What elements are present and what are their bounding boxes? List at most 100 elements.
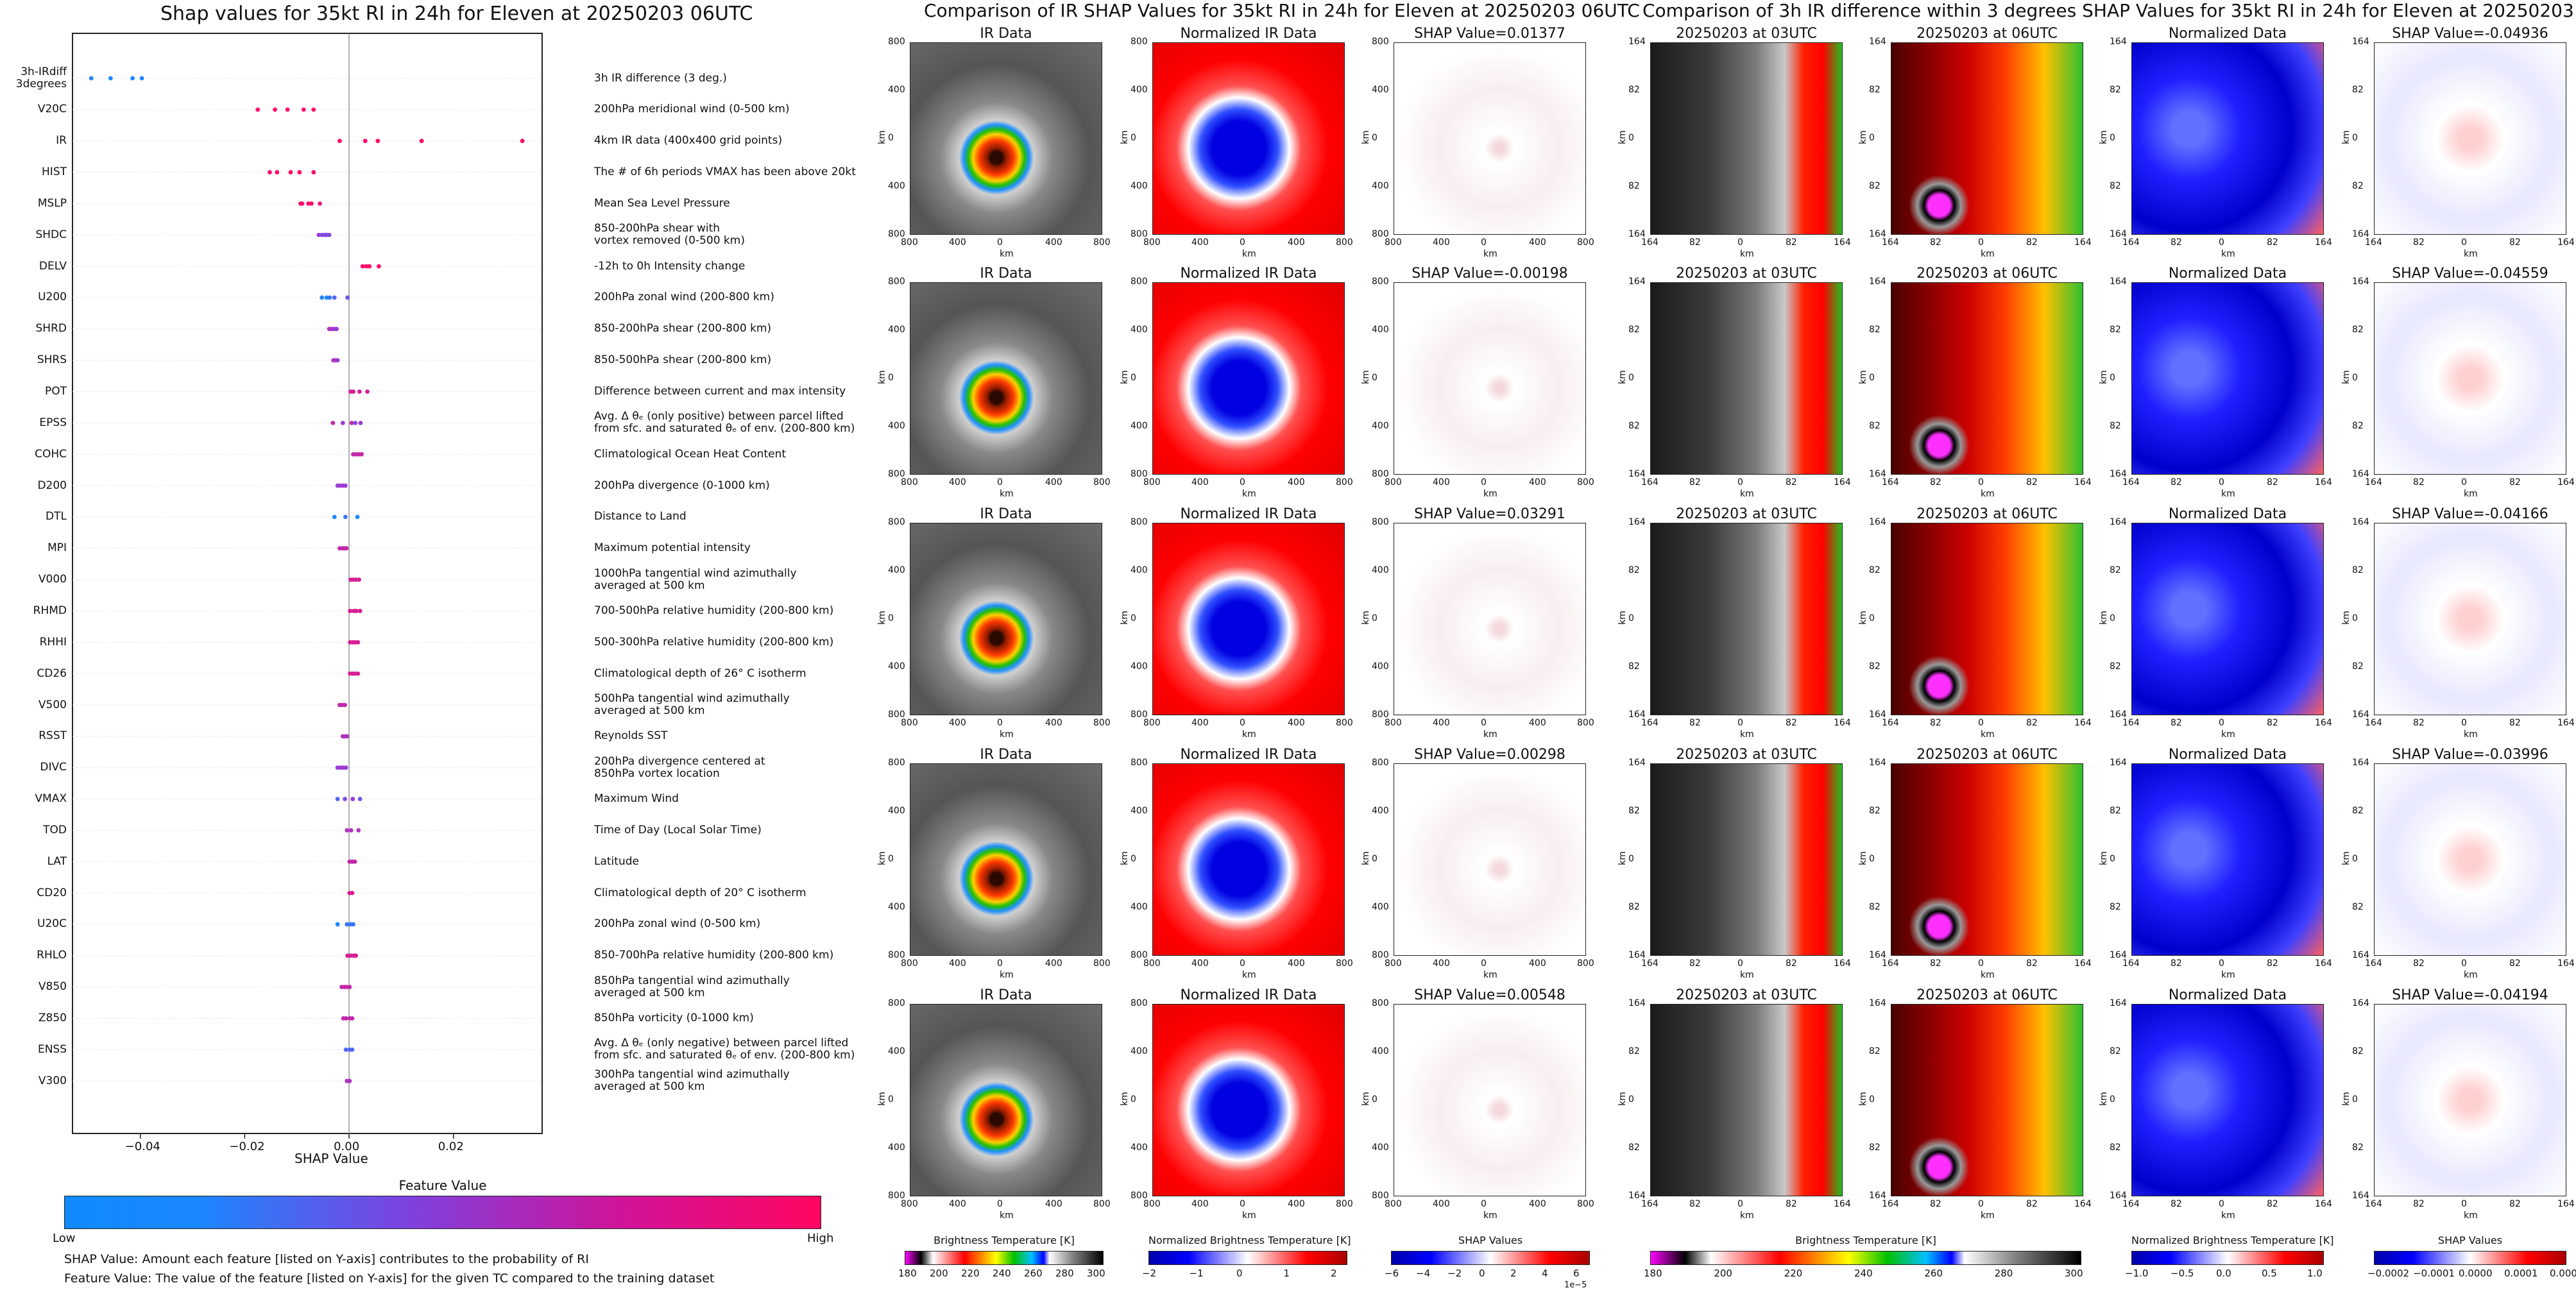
diff-normalized-panel (2131, 282, 2324, 475)
panel-xtick: 82 (2413, 1199, 2425, 1209)
panel-xlabel: km (1483, 249, 1497, 259)
panel-ylabel: km (1119, 851, 1130, 865)
ir-data-panel (910, 523, 1102, 715)
colorbar-tick: −2 (1447, 1268, 1462, 1279)
panel-xtick: 164 (1641, 237, 1659, 248)
panel-ytick: 164 (2352, 758, 2369, 768)
note-shap: SHAP Value: Amount each feature [listed … (64, 1252, 589, 1266)
diff-normalized-colorbar (2131, 1251, 2324, 1265)
shap-point (335, 765, 340, 770)
feature-label-z850: Z850 (38, 1012, 67, 1024)
diff-03utc-panel-title: 20250203 at 03UTC (1676, 266, 1817, 282)
panel-ytick: 0 (1372, 1094, 1378, 1105)
panel-ytick: 164 (2352, 998, 2369, 1008)
panel-ytick: 400 (1130, 565, 1148, 575)
panel-ytick: 800 (1130, 950, 1148, 960)
panel-ylabel: km (1857, 611, 1868, 625)
panel-ytick: 0 (2352, 133, 2358, 143)
shap-point (297, 170, 302, 174)
panel-ytick: 400 (1130, 1142, 1148, 1153)
panel-ytick: 0 (1130, 373, 1136, 383)
panel-ytick: 164 (1869, 998, 1886, 1008)
panel-xtick: 0 (1978, 958, 1984, 969)
panel-ytick: 82 (1628, 181, 1640, 191)
ir-data-panel-title: IR Data (980, 506, 1032, 522)
panel-xtick: 800 (901, 237, 918, 248)
feature-label-v20c: V20C (37, 103, 67, 116)
panel-ytick: 82 (2110, 806, 2121, 816)
panel-ytick: 0 (888, 133, 894, 143)
shap-point (348, 828, 354, 833)
panel-ytick: 0 (1372, 373, 1378, 383)
colorbar-tick: 0.0001 (2504, 1268, 2538, 1279)
panel-xlabel: km (1483, 970, 1497, 980)
colorbar-tick: 0.0 (2216, 1268, 2231, 1279)
panel-xtick: 164 (2557, 958, 2575, 969)
shap-point (355, 640, 361, 645)
diff-brightness-colorbar-label: Brightness Temperature [K] (1795, 1234, 1936, 1246)
panel-xtick: 400 (949, 1199, 966, 1209)
panel-xtick: 400 (1433, 718, 1450, 728)
colorbar-tick: −0.0002 (2367, 1268, 2410, 1279)
panel-ylabel: km (876, 1092, 887, 1106)
panel-ytick: 0 (1628, 1094, 1634, 1105)
colorbar-tick: 200 (930, 1268, 948, 1279)
panel-xtick: 0 (1240, 718, 1245, 728)
panel-xlabel: km (2464, 1210, 2478, 1221)
panel-xlabel: km (2464, 489, 2478, 499)
panel-ytick: 800 (888, 37, 905, 47)
panel-xtick: 0 (2219, 237, 2224, 248)
panel-ytick: 82 (1628, 325, 1640, 335)
panel-xtick: 800 (1577, 237, 1594, 248)
panel-ytick: 82 (1869, 1142, 1881, 1153)
panel-ytick: 0 (1869, 133, 1875, 143)
panel-ytick: 400 (1372, 325, 1389, 335)
note-feature: Feature Value: The value of the feature … (64, 1271, 715, 1286)
panel-xtick: 0 (1240, 1199, 1245, 1209)
shap-point (375, 139, 380, 144)
colorbar-tick: −1 (1189, 1268, 1204, 1279)
diff-03utc-panel (1650, 42, 1843, 235)
panel-ytick: 0 (1130, 613, 1136, 624)
diff-06utc-panel-title: 20250203 at 06UTC (1916, 506, 2058, 522)
panel-xtick: 164 (1641, 477, 1659, 488)
panel-xlabel: km (1000, 489, 1014, 499)
panel-ytick: 82 (1628, 421, 1640, 431)
shap-point (343, 702, 347, 708)
ir-data-panel (910, 763, 1102, 956)
panel-ytick: 400 (1372, 565, 1389, 575)
panel-ytick: 164 (2352, 1191, 2369, 1201)
diff-06utc-panel (1891, 1004, 2083, 1196)
ir-shap-panel (1394, 42, 1586, 235)
feature-description: Latitude (594, 854, 639, 868)
feature-description: Distance to Land (594, 510, 687, 523)
diff-group-title: Comparison of 3h IR difference within 3 … (1642, 0, 2576, 21)
shap-point (353, 420, 358, 425)
panel-xtick: 400 (1045, 477, 1062, 488)
panel-ytick: 164 (2110, 950, 2127, 960)
panel-xtick: 400 (1191, 237, 1209, 248)
feature-label-u20c: U20C (37, 917, 67, 931)
panel-ytick: 82 (2110, 181, 2121, 191)
colorbar-high-label: High (807, 1232, 834, 1245)
panel-xtick: 800 (1143, 1199, 1161, 1209)
feature-description: Maximum Wind (594, 792, 679, 806)
feature-description: Climatological Ocean Heat Content (594, 447, 787, 461)
panel-ytick: 82 (1869, 661, 1881, 672)
panel-xtick: 164 (2557, 237, 2575, 248)
shap-point (355, 514, 360, 520)
diff-shap-panel-title: SHAP Value=-0.04936 (2392, 26, 2548, 42)
diff-06utc-panel (1891, 282, 2083, 475)
diff-03utc-panel (1650, 282, 1843, 475)
panel-xtick: 0 (1481, 477, 1487, 488)
shap-point (354, 577, 359, 582)
panel-xtick: 164 (2365, 477, 2382, 488)
panel-xtick: 82 (2509, 1199, 2521, 1209)
panel-xtick: 0 (997, 1199, 1003, 1209)
panel-ytick: 0 (1130, 1094, 1136, 1105)
panel-ytick: 82 (1628, 902, 1640, 912)
panel-xtick: 0 (1978, 1199, 1984, 1209)
shap-point (343, 1016, 348, 1021)
panel-ytick: 0 (1869, 373, 1875, 383)
ir-data-panel (910, 1004, 1102, 1196)
